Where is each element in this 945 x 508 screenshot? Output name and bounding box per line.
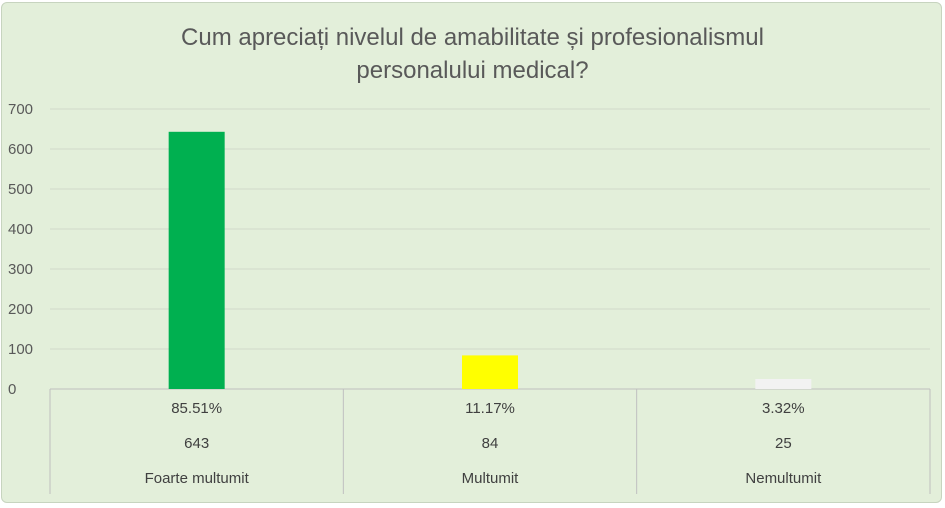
bar	[462, 355, 518, 389]
plot-area: 0 100 200 300 400 500 600 700 85.51% 11.17% 3.32%…	[8, 101, 931, 494]
category-label: Foarte multumit	[145, 470, 250, 487]
y-tick-label: 300	[8, 261, 33, 278]
y-tick-label: 200	[8, 301, 33, 318]
y-tick-label: 500	[8, 181, 33, 198]
bar	[755, 379, 812, 389]
percent-label: 11.17%	[465, 400, 515, 417]
percent-label: 3.32%	[762, 400, 805, 417]
chart-title: Cum apreciați nivelul de amabilitate și …	[2, 21, 943, 87]
count-label: 84	[482, 435, 499, 452]
y-tick-label: 0	[8, 381, 16, 398]
y-tick-label: 600	[8, 141, 33, 158]
y-tick-label: 400	[8, 221, 33, 238]
category-label: Nemultumit	[745, 470, 822, 487]
percent-label: 85.51%	[171, 400, 222, 417]
count-label: 25	[775, 435, 792, 452]
chart-title-line-1: Cum apreciați nivelul de amabilitate și …	[181, 24, 764, 51]
chart-title-line-2: personalului medical?	[356, 57, 589, 84]
y-tick-label: 700	[8, 101, 33, 118]
category-label: Multumit	[462, 470, 520, 487]
count-label: 643	[184, 435, 209, 452]
y-tick-label: 100	[8, 341, 33, 358]
bar	[168, 131, 225, 390]
